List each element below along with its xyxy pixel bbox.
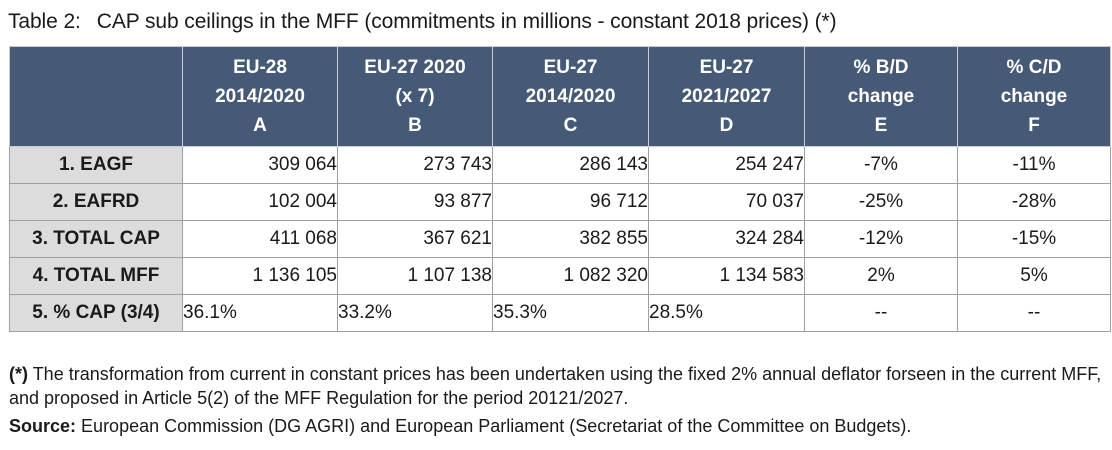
- cell-e: -12%: [804, 220, 958, 258]
- table-row-total-cap: 3. TOTAL CAP 411 068 367 621 382 855 324…: [9, 220, 1111, 258]
- cell-f: 5%: [957, 257, 1111, 295]
- cell-a: 411 068: [182, 220, 338, 258]
- header-col-e: % B/D change E: [804, 46, 958, 147]
- row-label: 5. % CAP (3/4): [9, 294, 183, 332]
- table-number: Table 2:: [8, 10, 81, 33]
- cell-b: 1 107 138: [337, 257, 493, 295]
- cell-b: 93 877: [337, 183, 493, 221]
- cell-c: 382 855: [492, 220, 649, 258]
- header-col-f: % C/D change F: [957, 46, 1111, 147]
- cell-e: 2%: [804, 257, 958, 295]
- table-row-eafrd: 2. EAFRD 102 004 93 877 96 712 70 037 -2…: [9, 183, 1111, 221]
- cell-d: 324 284: [648, 220, 805, 258]
- footnote-text: The transformation from current in const…: [9, 364, 1102, 408]
- cell-a: 36.1%: [182, 294, 338, 332]
- cell-f: -11%: [957, 146, 1111, 184]
- cell-d: 28.5%: [648, 294, 805, 332]
- cell-c: 1 082 320: [492, 257, 649, 295]
- cell-f: -28%: [957, 183, 1111, 221]
- cap-table: EU-28 2014/2020 A EU-27 2020 (x 7) B EU-…: [9, 46, 1111, 332]
- row-label: 4. TOTAL MFF: [9, 257, 183, 295]
- cell-d: 70 037: [648, 183, 805, 221]
- cell-a: 309 064: [182, 146, 338, 184]
- table-row-cap-share: 5. % CAP (3/4) 36.1% 33.2% 35.3% 28.5% -…: [9, 294, 1111, 332]
- source-note: Source: European Commission (DG AGRI) an…: [9, 414, 911, 438]
- table-title: CAP sub ceilings in the MFF (commitments…: [96, 10, 837, 33]
- row-label: 1. EAGF: [9, 146, 183, 184]
- table-row-total-mff: 4. TOTAL MFF 1 136 105 1 107 138 1 082 3…: [9, 257, 1111, 295]
- source-text: European Commission (DG AGRI) and Europe…: [81, 416, 912, 436]
- cell-c: 286 143: [492, 146, 649, 184]
- cell-f: --: [957, 294, 1111, 332]
- header-row: EU-28 2014/2020 A EU-27 2020 (x 7) B EU-…: [9, 46, 1111, 147]
- header-col-c: EU-27 2014/2020 C: [492, 46, 649, 147]
- header-col-b: EU-27 2020 (x 7) B: [337, 46, 493, 147]
- cell-b: 33.2%: [337, 294, 493, 332]
- cell-a: 102 004: [182, 183, 338, 221]
- header-col-a: EU-28 2014/2020 A: [182, 46, 338, 147]
- cell-e: -25%: [804, 183, 958, 221]
- header-corner: [9, 46, 183, 147]
- footnote-marker: (*): [9, 364, 28, 384]
- cell-a: 1 136 105: [182, 257, 338, 295]
- row-label: 2. EAFRD: [9, 183, 183, 221]
- cell-c: 96 712: [492, 183, 649, 221]
- header-col-d: EU-27 2021/2027 D: [648, 46, 805, 147]
- cell-e: --: [804, 294, 958, 332]
- table-row-eagf: 1. EAGF 309 064 273 743 286 143 254 247 …: [9, 146, 1111, 184]
- footnote: (*) The transformation from current in c…: [9, 362, 1109, 410]
- cell-f: -15%: [957, 220, 1111, 258]
- table-caption: Table 2: CAP sub ceilings in the MFF (com…: [8, 8, 837, 36]
- row-label: 3. TOTAL CAP: [9, 220, 183, 258]
- cell-d: 254 247: [648, 146, 805, 184]
- cell-c: 35.3%: [492, 294, 649, 332]
- cell-d: 1 134 583: [648, 257, 805, 295]
- cell-e: -7%: [804, 146, 958, 184]
- cell-b: 367 621: [337, 220, 493, 258]
- source-label: Source:: [9, 416, 77, 436]
- cell-b: 273 743: [337, 146, 493, 184]
